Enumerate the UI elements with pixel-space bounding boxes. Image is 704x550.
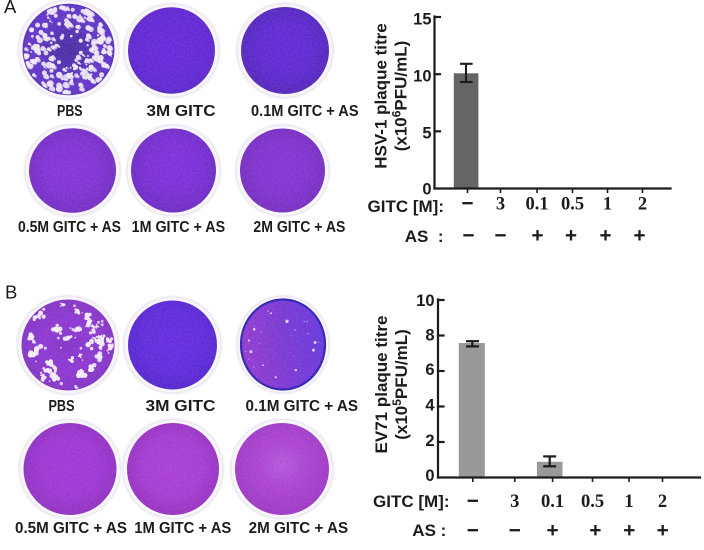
svg-text:0.5M GITC + AS: 0.5M GITC + AS (18, 219, 121, 236)
svg-text:4: 4 (425, 396, 435, 414)
svg-text:6: 6 (425, 361, 434, 379)
svg-text:PBS: PBS (57, 103, 83, 120)
svg-text:0.5: 0.5 (561, 195, 584, 215)
svg-text:HSV-1 plaque titre(x106PFU/mL): HSV-1 plaque titre(x106PFU/mL) (372, 23, 411, 168)
svg-text:3M GITC: 3M GITC (146, 398, 216, 415)
svg-text:10: 10 (416, 292, 434, 310)
svg-text:10: 10 (413, 67, 431, 85)
svg-text:GITC [M]:: GITC [M]: (368, 197, 444, 216)
svg-text:2: 2 (638, 195, 647, 215)
svg-text:2M GITC + AS: 2M GITC + AS (253, 219, 345, 236)
svg-text:1M GITC + AS: 1M GITC + AS (134, 520, 231, 537)
svg-text:AS :: AS : (412, 521, 446, 540)
svg-text:2: 2 (658, 492, 667, 512)
svg-text:GITC [M]:: GITC [M]: (373, 492, 449, 511)
svg-text:1: 1 (624, 492, 633, 512)
svg-text:0.1M GITC + AS: 0.1M GITC + AS (246, 398, 359, 415)
svg-text:3: 3 (496, 195, 505, 215)
svg-text:0: 0 (425, 467, 434, 485)
svg-text:EV71 plaque titre(x105PFU/mL): EV71 plaque titre(x105PFU/mL) (372, 316, 411, 454)
svg-text:A: A (4, 0, 17, 17)
svg-text:0: 0 (422, 180, 431, 198)
svg-text:8: 8 (425, 326, 434, 344)
svg-text:0.5: 0.5 (581, 492, 604, 512)
svg-text:0.1: 0.1 (525, 195, 548, 215)
svg-text:3: 3 (510, 492, 519, 512)
svg-text:2M GITC + AS: 2M GITC + AS (249, 520, 349, 537)
svg-text:0.5M GITC + AS: 0.5M GITC + AS (15, 520, 127, 537)
svg-text:3M GITC: 3M GITC (147, 103, 216, 120)
svg-text:0.1: 0.1 (541, 492, 564, 512)
svg-text:PBS: PBS (49, 398, 75, 415)
svg-text:5: 5 (422, 125, 431, 143)
svg-text:AS :: AS : (405, 227, 444, 246)
svg-text:2: 2 (425, 432, 434, 450)
svg-text:B: B (5, 282, 17, 303)
svg-text:0.1M GITC + AS: 0.1M GITC + AS (251, 103, 359, 120)
svg-text:1: 1 (603, 195, 612, 215)
svg-text:15: 15 (413, 10, 431, 28)
svg-text:1M GITC + AS: 1M GITC + AS (132, 219, 226, 236)
